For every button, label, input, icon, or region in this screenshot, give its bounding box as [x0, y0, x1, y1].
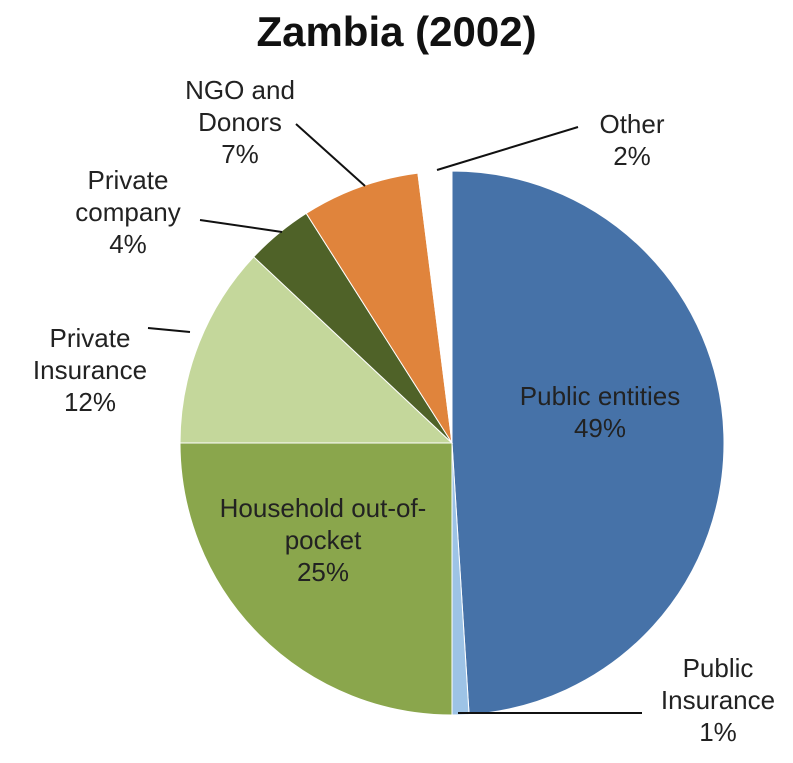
slice-label: Public Insurance 1% — [638, 652, 793, 748]
category-name: Public Insurance — [660, 653, 776, 715]
category-name: Other — [599, 109, 665, 139]
value-label: 4% — [109, 229, 147, 259]
value-label: 12% — [63, 387, 117, 417]
pie-slice — [179, 256, 454, 444]
leader-line — [295, 123, 366, 187]
value-label: 25% — [296, 557, 350, 587]
category-name: Public entities — [519, 381, 681, 411]
category-name: Private Insurance — [32, 323, 148, 385]
category-name: NGO and Donors — [185, 75, 295, 137]
slice-label: Public entities 49% — [480, 380, 720, 444]
pie-slice — [417, 170, 453, 444]
slice-label: Other 2% — [577, 108, 687, 172]
slice-label: Private Insurance 12% — [10, 322, 170, 418]
pie-slice — [179, 442, 453, 716]
value-label: 1% — [699, 717, 737, 747]
value-label: 7% — [221, 139, 259, 169]
slice-label: Private company 4% — [48, 164, 208, 260]
value-label: 2% — [613, 141, 651, 171]
category-name: Private company — [75, 165, 181, 227]
slice-label: Household out-of-pocket 25% — [218, 492, 428, 588]
leader-line — [436, 126, 579, 171]
category-name: Household out-of-pocket — [219, 493, 427, 555]
chart-title: Zambia (2002) — [256, 8, 537, 55]
pie-slice — [305, 172, 453, 444]
leader-line — [199, 219, 283, 233]
leader-line — [147, 327, 191, 333]
slice-label: NGO and Donors 7% — [165, 74, 315, 170]
pie-slice — [451, 170, 725, 715]
value-label: 49% — [573, 413, 627, 443]
